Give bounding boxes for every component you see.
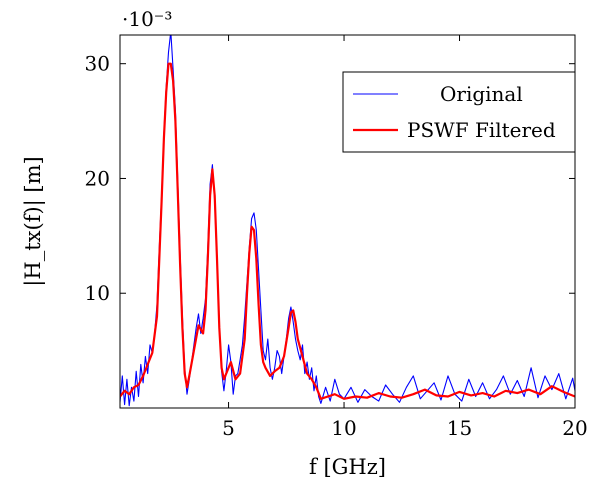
y-axis-label: |H_tx(f)| [m]: [21, 156, 46, 286]
y-multiplier-label: ·10⁻³: [122, 7, 172, 31]
legend-box: [342, 71, 576, 153]
y-tick-label: 30: [85, 52, 110, 76]
legend-label: PSWF Filtered: [407, 118, 556, 142]
legend-label: Original: [440, 82, 523, 106]
y-tick-label: 10: [85, 281, 110, 305]
y-tick-label: 20: [85, 166, 110, 190]
x-axis-label: f [GHz]: [309, 455, 386, 479]
series-line-pswf-filtered: [120, 62, 575, 400]
series-line-original: [120, 35, 575, 407]
x-tick-label: 5: [222, 416, 235, 440]
x-tick-label: 20: [562, 416, 587, 440]
plot-frame: [119, 34, 576, 409]
x-tick-label: 10: [331, 416, 356, 440]
x-tick-label: 15: [447, 416, 472, 440]
